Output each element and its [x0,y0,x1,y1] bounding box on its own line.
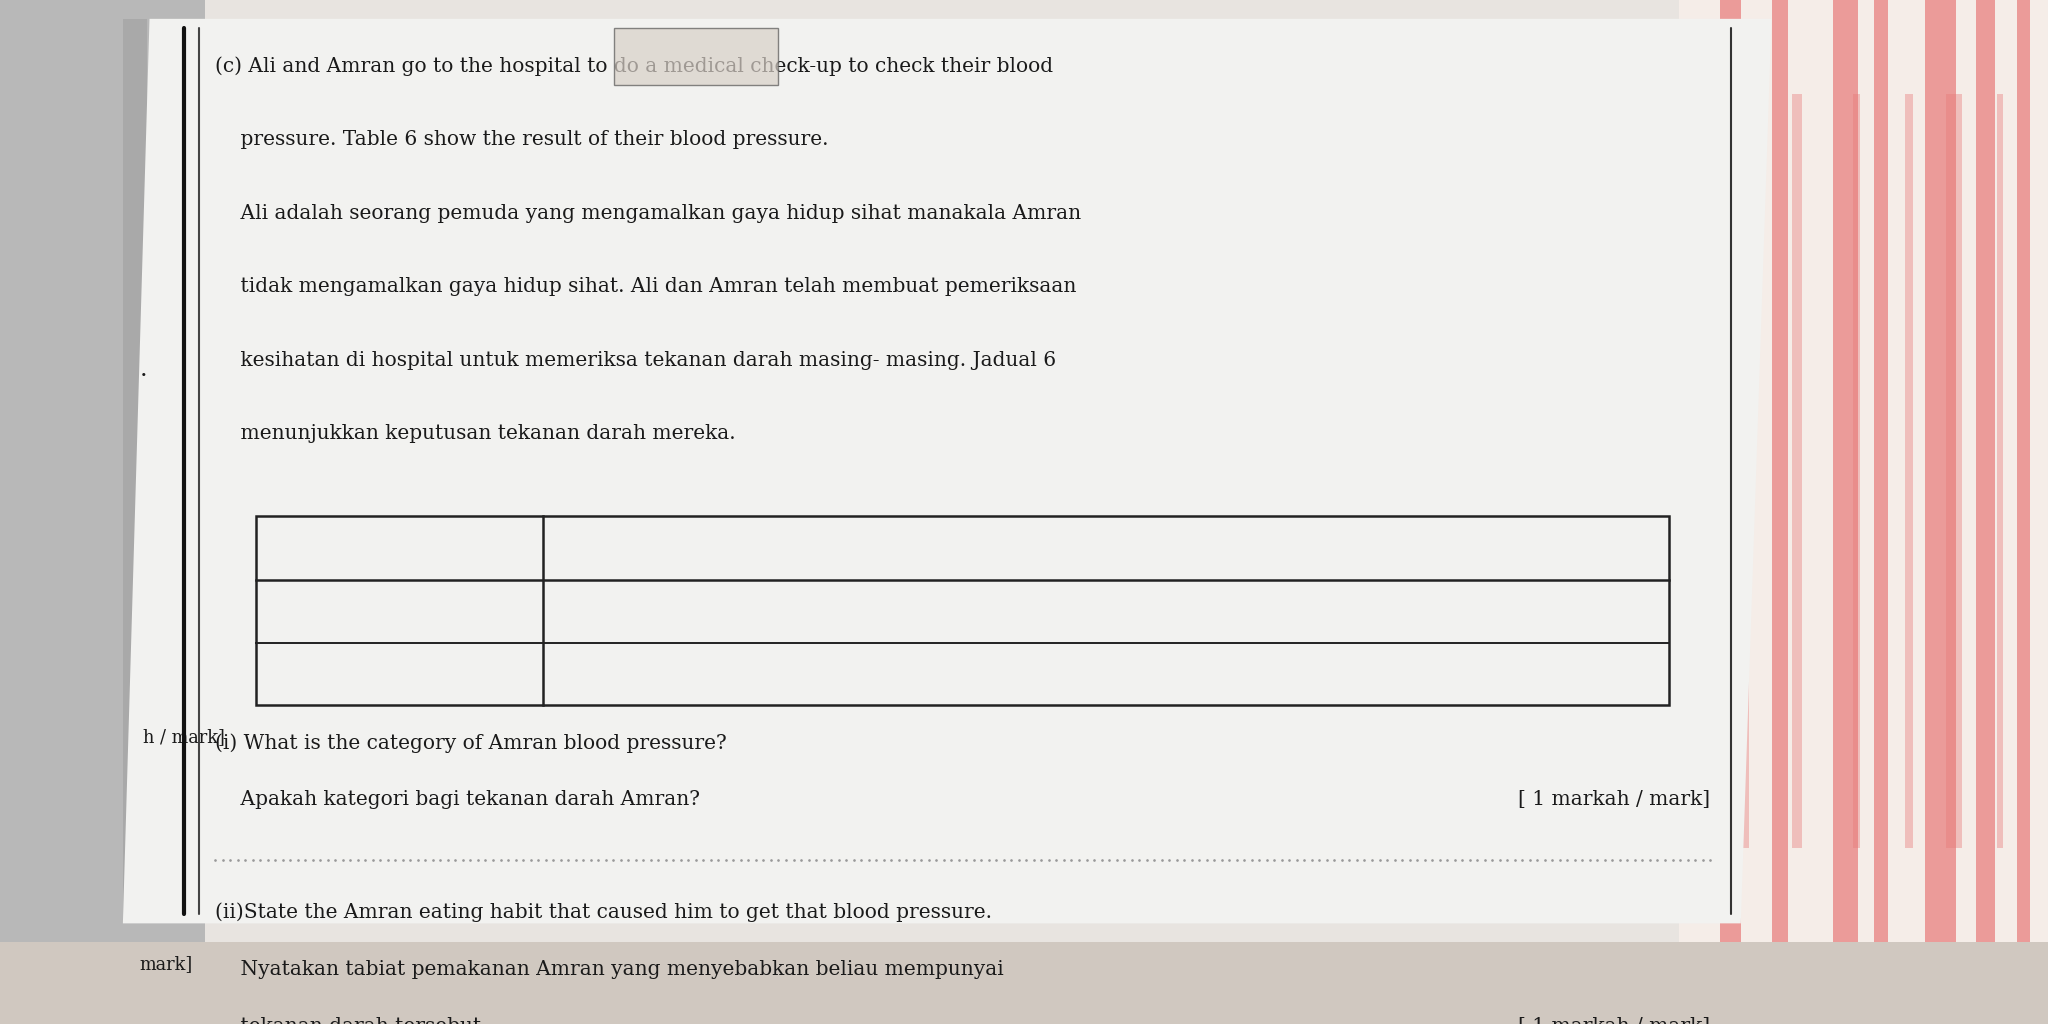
Bar [205,0,1679,942]
Bar [1905,94,1913,848]
Text: tidak mengamalkan gaya hidup sihat. Ali dan Amran telah membuat pemeriksaan: tidak mengamalkan gaya hidup sihat. Ali … [215,278,1077,296]
Text: [ 1 markah / mark]: [ 1 markah / mark] [1518,791,1710,809]
Bar [1946,94,1962,848]
Text: tekanan darah tersebut.: tekanan darah tersebut. [215,1017,487,1024]
Polygon shape [123,18,1772,924]
Bar [1997,94,2003,848]
Text: Nyatakan tabiat pemakanan Amran yang menyebabkan beliau mempunyai: Nyatakan tabiat pemakanan Amran yang men… [215,959,1004,979]
Text: kesihatan di hospital untuk memeriksa tekanan darah masing- masing. Jadual 6: kesihatan di hospital untuk memeriksa te… [215,350,1057,370]
Text: h / mark]: h / mark] [143,728,225,746]
Text: .: . [139,358,147,381]
Text: (i) What is the category of Amran blood pressure?: (i) What is the category of Amran blood … [215,733,727,753]
Bar [1679,0,2048,942]
Bar [614,29,778,85]
Text: (c) Ali and Amran go to the hospital to do a medical check-up to check their blo: (c) Ali and Amran go to the hospital to … [215,56,1053,76]
Text: Ali adalah seorang pemuda yang mengamalkan gaya hidup sihat manakala Amran: Ali adalah seorang pemuda yang mengamalk… [215,204,1081,222]
Bar [1976,0,1995,942]
Bar [1720,0,1741,942]
Text: mark]: mark] [139,955,193,973]
Text: Patient / Pesakit: Patient / Pesakit [307,539,492,558]
Text: [ 1 markah / mark]: [ 1 markah / mark] [1518,1017,1710,1024]
Bar [1833,0,1858,942]
Text: Apakah kategori bagi tekanan darah Amran?: Apakah kategori bagi tekanan darah Amran… [215,791,700,809]
Text: Ali: Ali [385,602,414,621]
Bar [1925,0,1956,942]
Text: 150 / 90: 150 / 90 [1065,665,1147,683]
Bar [1741,94,1749,848]
Bar [1853,94,1860,848]
Text: menunjukkan keputusan tekanan darah mereka.: menunjukkan keputusan tekanan darah mere… [215,424,735,443]
Bar [2017,0,2030,942]
Bar [1874,0,1888,942]
Text: Blood pressure / Tekanan darah (mmHg): Blood pressure / Tekanan darah (mmHg) [874,539,1337,558]
Bar [1772,0,1788,942]
Bar [256,516,1669,705]
Text: 120 / 70: 120 / 70 [1065,602,1147,621]
Bar [0,0,205,942]
Bar [1792,94,1802,848]
Text: (ii)State the Amran eating habit that caused him to get that blood pressure.: (ii)State the Amran eating habit that ca… [215,902,991,923]
Text: Amran: Amran [365,665,434,683]
Bar [123,18,147,924]
Text: pressure. Table 6 show the result of their blood pressure.: pressure. Table 6 show the result of the… [215,130,829,150]
